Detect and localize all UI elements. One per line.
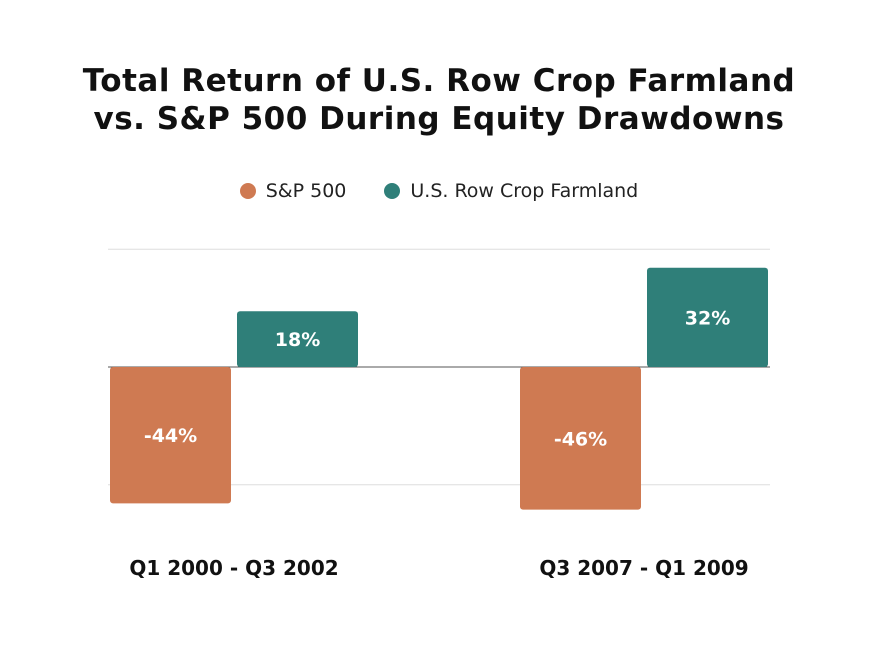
legend-label-farmland: U.S. Row Crop Farmland [410, 180, 639, 202]
data-label-sp500-1: -46% [554, 428, 607, 450]
chart-title-line-2: vs. S&P 500 During Equity Drawdowns [93, 101, 785, 137]
chart-title: Total Return of U.S. Row Crop Farmland v… [0, 62, 878, 138]
legend-item-sp500: S&P 500 [239, 180, 347, 202]
legend-swatch-farmland [384, 183, 401, 199]
chart-title-line-1: Total Return of U.S. Row Crop Farmland [82, 63, 796, 99]
chart-legend: S&P 500 U.S. Row Crop Farmland [0, 180, 878, 202]
data-label-farmland-1: 32% [685, 307, 730, 329]
data-label-sp500-0: -44% [144, 425, 197, 447]
category-label-1: Q3 2007 - Q1 2009 [539, 556, 748, 580]
category-label-0: Q1 2000 - Q3 2002 [129, 556, 338, 580]
bar-sp500-1 [520, 367, 641, 510]
bar-farmland-0 [237, 311, 358, 367]
bar-farmland-1 [647, 267, 768, 367]
legend-swatch-sp500 [239, 183, 256, 199]
data-label-farmland-0: 18% [275, 329, 320, 351]
bar-sp500-0 [110, 367, 231, 504]
legend-item-farmland: U.S. Row Crop Farmland [384, 180, 638, 202]
legend-label-sp500: S&P 500 [265, 180, 347, 202]
